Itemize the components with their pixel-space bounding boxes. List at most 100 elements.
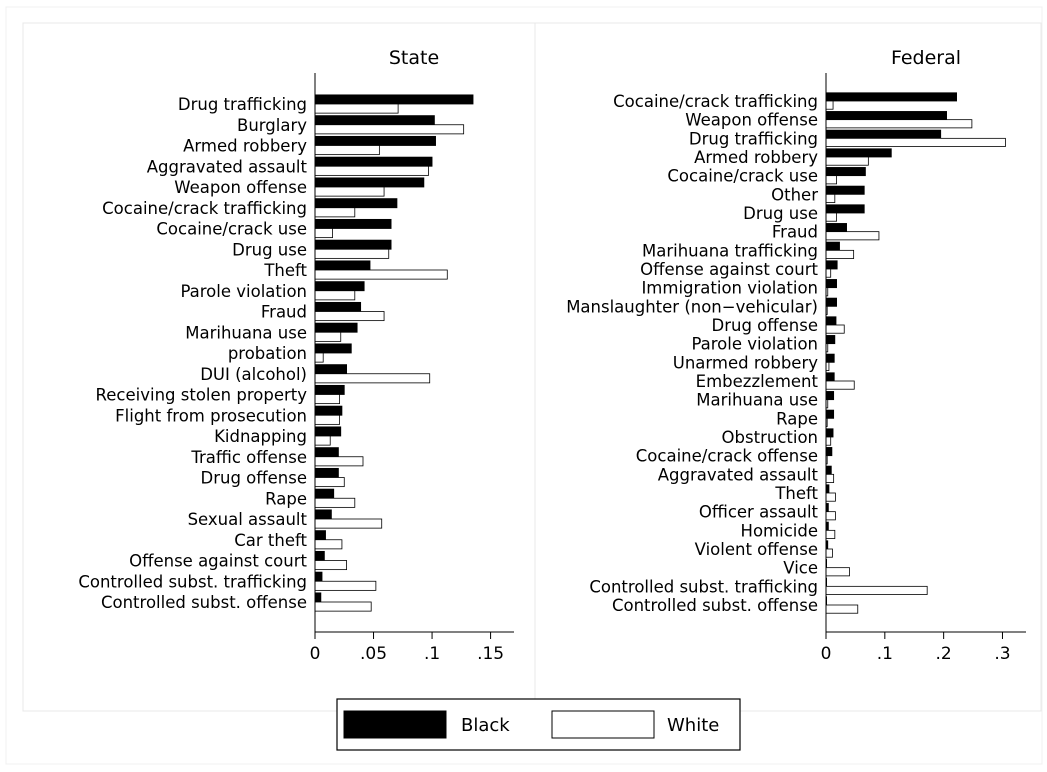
state-bar-black xyxy=(314,509,332,520)
state-category-label: Theft xyxy=(263,261,307,280)
federal-bar-white xyxy=(825,585,928,595)
state-category-label: Controlled subst. offense xyxy=(101,593,307,612)
federal-x-tick-label: .3 xyxy=(994,644,1010,664)
federal-category-label: Homicide xyxy=(741,521,818,540)
federal-bar-black xyxy=(825,241,840,251)
federal-bar-black xyxy=(825,297,837,307)
federal-bar-white xyxy=(825,548,833,558)
state-bar-black xyxy=(314,592,322,603)
federal-category-label: Armed robbery xyxy=(694,148,818,167)
state-bar-white xyxy=(314,518,383,529)
federal-bar-white xyxy=(825,324,845,334)
federal-category-label: Controlled subst. offense xyxy=(612,596,818,615)
federal-category-label: Offense against court xyxy=(640,260,818,279)
federal-category-label: Aggravated assault xyxy=(658,465,819,484)
state-bar-black xyxy=(314,571,323,582)
state-bar-black xyxy=(314,156,433,167)
federal-category-label: Vice xyxy=(783,559,818,578)
state-bar-white xyxy=(314,228,333,239)
state-bar-black xyxy=(314,281,365,292)
state-category-label: Receiving stolen property xyxy=(96,386,308,405)
state-category-label: Parole violation xyxy=(180,282,307,301)
federal-category-label: Violent offense xyxy=(695,540,818,559)
state-title: State xyxy=(389,47,439,69)
state-bar-white xyxy=(314,248,390,259)
federal-title: Federal xyxy=(891,47,961,69)
state-bar-white xyxy=(314,331,342,342)
federal-category-label: Unarmed robbery xyxy=(673,353,818,372)
state-bar-black xyxy=(314,384,345,395)
state-bar-black xyxy=(314,218,392,229)
federal-category-label: Marihuana trafficking xyxy=(642,241,818,260)
state-bar-white xyxy=(314,124,465,135)
state-category-label: Flight from prosecution xyxy=(115,406,307,425)
federal-category-label: Drug trafficking xyxy=(689,129,818,148)
federal-category-label: Weapon offense xyxy=(685,111,818,130)
state-bar-black xyxy=(314,135,436,146)
federal-category-label: Manslaughter (non−vehicular) xyxy=(566,297,818,316)
state-category-label: Controlled subst. trafficking xyxy=(78,572,307,591)
state-category-label: Drug use xyxy=(232,240,307,259)
state-bar-white xyxy=(314,580,377,591)
legend-label-black: Black xyxy=(461,715,510,736)
state-category-label: Fraud xyxy=(261,303,307,322)
state-category-label: DUI (alcohol) xyxy=(200,365,307,384)
federal-bar-black xyxy=(825,335,836,345)
federal-bar-black xyxy=(825,129,942,139)
federal-category-label: Cocaine/crack offense xyxy=(636,447,818,466)
state-bar-white xyxy=(314,456,364,467)
state-bar-white xyxy=(314,165,429,176)
state-category-label: Aggravated assault xyxy=(147,157,308,176)
federal-category-label: Embezzlement xyxy=(696,372,819,391)
state-x-tick-label: .1 xyxy=(424,644,440,664)
federal-category-label: Theft xyxy=(774,484,818,503)
state-bar-black xyxy=(314,301,362,312)
state-bar-black xyxy=(314,550,325,561)
state-x-tick-label: .05 xyxy=(360,644,387,664)
federal-bar-black xyxy=(825,391,835,401)
federal-category-label: Marihuana use xyxy=(696,391,818,410)
federal-plot-region xyxy=(534,22,1042,712)
state-bar-white xyxy=(314,352,324,363)
federal-category-label: Fraud xyxy=(772,223,818,242)
state-bar-white xyxy=(314,539,343,550)
federal-bar-white xyxy=(825,193,836,203)
federal-bar-black xyxy=(825,167,866,177)
federal-bar-white xyxy=(825,175,837,185)
state-bar-white xyxy=(314,207,356,218)
state-bar-black xyxy=(314,322,358,333)
state-category-label: Armed robbery xyxy=(183,137,307,156)
state-bar-black xyxy=(314,115,435,126)
state-panel: State Drug trafficking Burglary Armed robbe… xyxy=(22,22,536,712)
federal-bar-black xyxy=(825,316,837,326)
state-bar-white xyxy=(314,601,372,612)
state-category-label: Traffic offense xyxy=(190,448,307,467)
state-category-label: Weapon offense xyxy=(174,178,307,197)
federal-category-label: Rape xyxy=(776,409,818,428)
state-category-label: Drug trafficking xyxy=(178,95,307,114)
federal-bar-black xyxy=(825,92,957,102)
federal-bar-black xyxy=(825,353,835,363)
state-bar-black xyxy=(314,467,339,478)
figure-border xyxy=(5,6,1043,765)
state-bar-white xyxy=(314,394,340,405)
state-bar-black xyxy=(314,239,392,250)
state-bar-black xyxy=(314,343,352,354)
federal-bar-white xyxy=(825,436,832,446)
state-category-label: Rape xyxy=(265,489,307,508)
federal-bar-white xyxy=(825,156,869,166)
state-bar-white xyxy=(314,311,385,322)
federal-bar-black xyxy=(825,279,837,289)
state-bar-white xyxy=(314,290,356,301)
federal-x-tick-label: .1 xyxy=(877,644,893,664)
state-bar-white xyxy=(314,103,399,114)
federal-bar-white xyxy=(825,604,859,614)
federal-bar-white xyxy=(825,492,836,502)
state-bar-white xyxy=(314,497,356,508)
state-x-tick-label: 0 xyxy=(310,644,321,664)
state-category-label: Burglary xyxy=(237,116,307,135)
state-x-tick-label: .15 xyxy=(477,644,504,664)
federal-bar-white xyxy=(825,268,832,278)
